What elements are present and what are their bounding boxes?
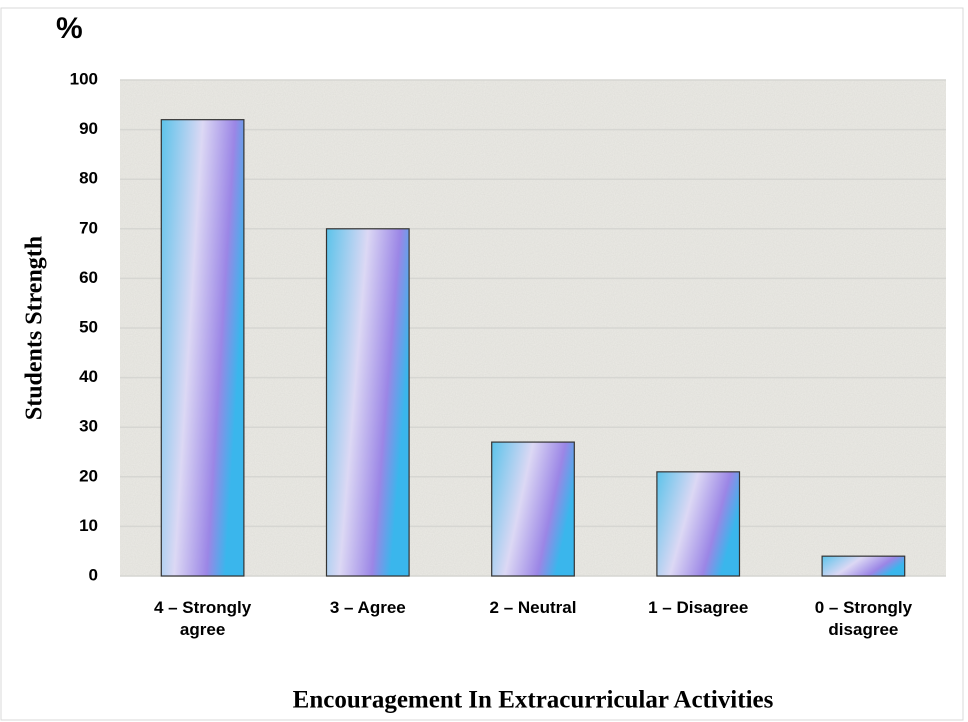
x-tick-label: 0 – Strongly disagree (814, 598, 913, 639)
y-tick-label: 0 (89, 565, 98, 584)
bar (656, 471, 741, 577)
chart-title: % (56, 12, 83, 45)
bar (325, 228, 410, 577)
y-tick-label: 20 (79, 466, 98, 485)
x-tick-label: 4 – Strongly agree (153, 598, 252, 639)
y-tick-label: 60 (79, 268, 98, 287)
bar (491, 441, 575, 577)
y-tick-label: 100 (70, 69, 98, 88)
y-tick-label: 40 (79, 367, 98, 386)
x-tick-label: 3 – Agree (329, 598, 406, 617)
bar (821, 555, 906, 577)
y-tick-label: 50 (79, 317, 98, 336)
bar (160, 119, 245, 577)
x-tick-label: 1 – Disagree (648, 598, 749, 617)
y-tick-label: 70 (79, 218, 98, 237)
x-axis-title: Encouragement In Extracurricular Activit… (293, 687, 774, 714)
y-tick-label: 80 (79, 169, 98, 188)
y-tick-label: 10 (79, 516, 98, 535)
y-axis-title: Students Strength (22, 236, 48, 420)
x-tick-label: 2 – Neutral (489, 598, 577, 617)
y-tick-label: 90 (79, 119, 98, 138)
y-tick-label: 30 (79, 417, 98, 436)
